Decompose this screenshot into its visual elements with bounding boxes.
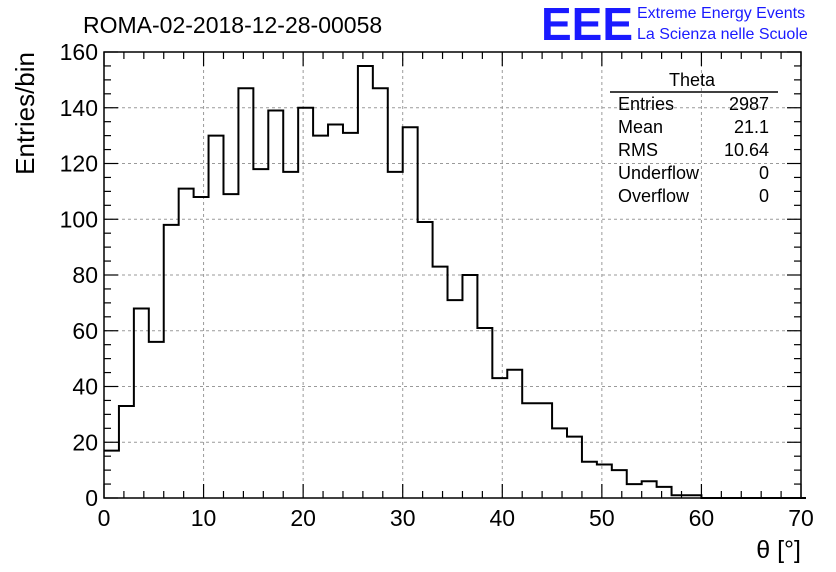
- histogram-line: [104, 64, 806, 499]
- stats-title: Theta: [669, 70, 716, 90]
- x-tick-label: 30: [390, 505, 416, 531]
- x-tick-label: 70: [788, 505, 814, 531]
- y-tick-label: 120: [60, 151, 98, 177]
- stats-label: Entries: [618, 94, 674, 114]
- stats-value: 2987: [729, 94, 769, 114]
- stats-label: Mean: [618, 117, 663, 137]
- stats-value: 0: [759, 186, 769, 206]
- stats-label: Overflow: [618, 186, 690, 206]
- logo-line-1: Extreme Energy Events: [637, 5, 805, 22]
- y-tick-label: 100: [60, 206, 98, 232]
- y-tick-labels: 0 20 40 60 80 100 120 140 160: [60, 39, 98, 511]
- y-tick-label: 40: [72, 374, 98, 400]
- y-tick-label: 80: [72, 262, 98, 288]
- y-tick-label: 20: [72, 429, 98, 455]
- x-tick-label: 20: [290, 505, 316, 531]
- axis-ticks: [103, 51, 802, 499]
- x-tick-label: 0: [98, 505, 111, 531]
- grid-lines: [104, 52, 801, 498]
- stats-value: 21.1: [734, 117, 769, 137]
- stats-value: 10.64: [724, 140, 769, 160]
- x-tick-label: 50: [589, 505, 615, 531]
- logo-line-2: La Scienza nelle Scuole: [637, 26, 808, 43]
- stats-value: 0: [759, 163, 769, 183]
- y-tick-label: 160: [60, 39, 98, 65]
- y-axis-label: Entries/bin: [10, 52, 40, 175]
- x-tick-label: 60: [689, 505, 715, 531]
- chart-title: ROMA-02-2018-12-28-00058: [83, 12, 382, 38]
- stats-label: Underflow: [618, 163, 700, 183]
- logo-mark: EEE: [541, 0, 633, 50]
- eee-logo: EEE Extreme Energy Events La Scienza nel…: [541, 0, 808, 50]
- x-axis-label: θ [°]: [756, 536, 801, 564]
- y-tick-label: 140: [60, 95, 98, 121]
- x-tick-labels: 0 10 20 30 40 50 60 70: [98, 505, 814, 531]
- x-tick-label: 10: [191, 505, 217, 531]
- stats-box: Theta Entries 2987 Mean 21.1 RMS 10.64 Underfl…: [610, 70, 778, 206]
- x-tick-label: 40: [489, 505, 515, 531]
- stats-label: RMS: [618, 140, 658, 160]
- y-tick-label: 0: [85, 485, 98, 511]
- y-tick-label: 60: [72, 318, 98, 344]
